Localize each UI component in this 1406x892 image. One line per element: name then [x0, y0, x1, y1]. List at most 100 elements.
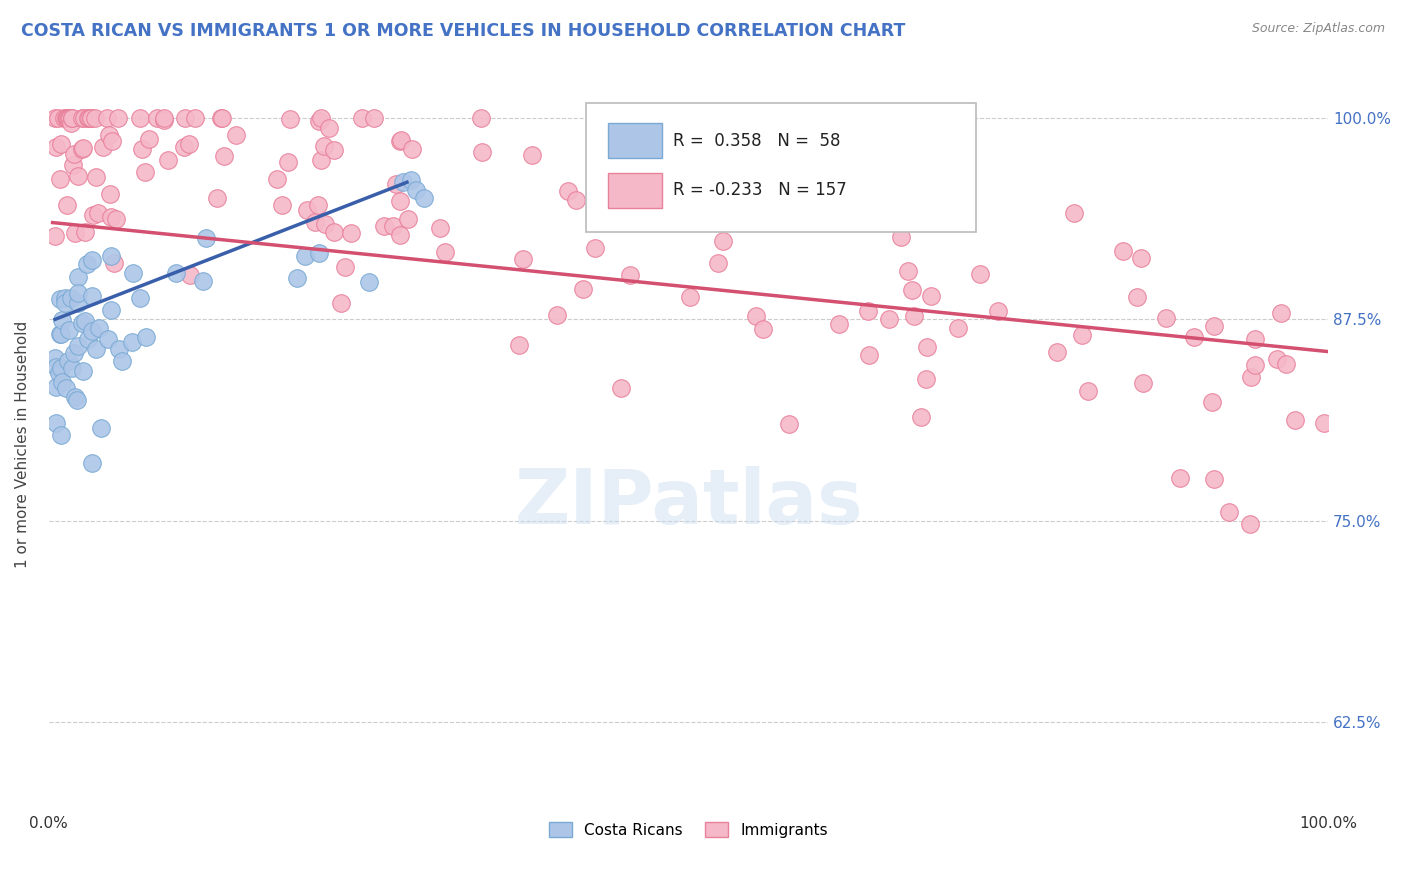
Point	[413, 191, 436, 205]
Point	[969, 267, 991, 281]
Point	[713, 234, 735, 248]
Point	[572, 282, 595, 296]
Point	[946, 320, 969, 334]
Point	[100, 249, 122, 263]
Point	[1077, 384, 1099, 398]
Point	[79, 111, 101, 125]
Point	[66, 393, 89, 408]
Point	[619, 268, 641, 282]
Point	[308, 245, 330, 260]
Point	[388, 134, 411, 148]
Point	[129, 291, 152, 305]
Point	[1202, 318, 1225, 333]
FancyBboxPatch shape	[607, 123, 662, 158]
Point	[717, 196, 740, 211]
Point	[46, 111, 69, 125]
Point	[55, 295, 77, 310]
Point	[72, 140, 94, 154]
Point	[60, 111, 83, 125]
Point	[56, 111, 79, 125]
Point	[434, 244, 457, 259]
Point	[49, 326, 72, 341]
Point	[55, 111, 77, 125]
Point	[45, 379, 67, 393]
Point	[104, 211, 127, 226]
Point	[1244, 332, 1267, 346]
Point	[70, 316, 93, 330]
Point	[713, 214, 735, 228]
Point	[96, 111, 118, 125]
Point	[329, 295, 352, 310]
Point	[67, 286, 90, 301]
Point	[90, 421, 112, 435]
Point	[295, 202, 318, 217]
Point	[1046, 344, 1069, 359]
Point	[225, 128, 247, 142]
Point	[86, 170, 108, 185]
Point	[63, 146, 86, 161]
Point	[744, 309, 766, 323]
Point	[107, 111, 129, 125]
Point	[153, 113, 176, 128]
Point	[100, 186, 122, 201]
Point	[318, 121, 340, 136]
Point	[179, 268, 201, 282]
Point	[1265, 352, 1288, 367]
Point	[304, 215, 326, 229]
Text: R = -0.233   N = 157: R = -0.233 N = 157	[673, 181, 846, 200]
Point	[56, 111, 79, 125]
Point	[82, 208, 104, 222]
Point	[44, 111, 66, 125]
Point	[77, 111, 100, 125]
Point	[1244, 358, 1267, 372]
Text: Source: ZipAtlas.com: Source: ZipAtlas.com	[1251, 22, 1385, 36]
Point	[1240, 370, 1263, 384]
Point	[1071, 328, 1094, 343]
Point	[1284, 412, 1306, 426]
Point	[103, 256, 125, 270]
Point	[389, 228, 412, 243]
Point	[66, 296, 89, 310]
FancyBboxPatch shape	[607, 173, 662, 208]
Point	[897, 263, 920, 277]
Point	[49, 172, 72, 186]
Point	[49, 326, 72, 341]
Point	[79, 111, 101, 125]
Point	[917, 340, 939, 354]
Point	[97, 332, 120, 346]
Point	[1132, 376, 1154, 390]
Point	[1202, 473, 1225, 487]
Point	[352, 111, 374, 125]
Point	[121, 335, 143, 350]
Point	[920, 289, 942, 303]
Point	[1218, 505, 1240, 519]
Point	[363, 111, 385, 125]
Point	[1063, 205, 1085, 219]
Point	[359, 275, 381, 289]
Point	[135, 330, 157, 344]
Point	[100, 211, 122, 225]
Point	[77, 332, 100, 346]
Point	[44, 351, 66, 366]
Point	[83, 111, 105, 125]
Point	[59, 291, 82, 305]
Point	[51, 375, 73, 389]
Point	[1201, 394, 1223, 409]
Point	[77, 111, 100, 125]
Point	[55, 291, 77, 305]
Point	[333, 260, 356, 275]
Point	[623, 197, 645, 211]
Point	[609, 381, 631, 395]
Text: ZIPatlas: ZIPatlas	[515, 466, 863, 540]
Point	[82, 289, 104, 303]
Point	[309, 153, 332, 167]
Point	[858, 348, 880, 362]
Point	[173, 140, 195, 154]
Point	[752, 322, 775, 336]
Point	[706, 255, 728, 269]
Point	[91, 140, 114, 154]
Point	[131, 142, 153, 156]
Point	[266, 172, 288, 186]
Point	[205, 191, 228, 205]
Point	[470, 111, 492, 125]
